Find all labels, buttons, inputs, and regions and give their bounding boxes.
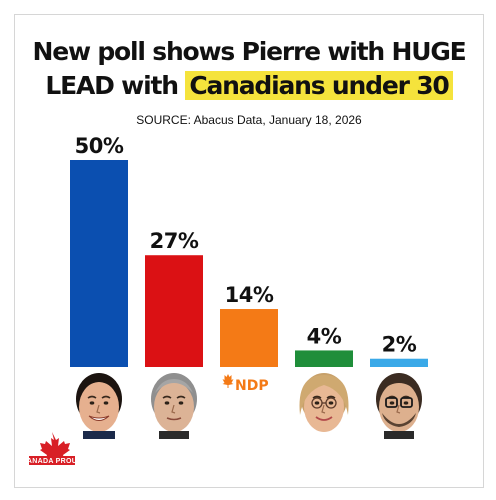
liberal-leader-photo (151, 373, 197, 439)
ndp-maple-leaf-icon (222, 374, 234, 388)
bloc-leader-photo (376, 373, 422, 439)
maple-leaf-icon (40, 432, 70, 463)
canada-proud-text: CANADA PROUD (22, 458, 83, 465)
bar-value-label-5: 2% (382, 333, 417, 357)
ndp-logo-text: NDP (235, 378, 269, 394)
conservative-leader-photo (76, 373, 122, 439)
bar-1 (70, 160, 128, 367)
canada-proud-logo: CANADA PROUD (22, 432, 83, 465)
bar-value-label-1: 50% (75, 134, 124, 158)
bar-4 (295, 350, 353, 367)
chart-title-line-2: LEAD with Canadians under 30 (15, 71, 483, 100)
bar-5 (370, 358, 428, 367)
chart-source: SOURCE: Abacus Data, January 18, 2026 (136, 113, 362, 127)
bar-3 (220, 309, 278, 367)
bar-value-label-2: 27% (150, 229, 199, 253)
ndp-logo: NDP (222, 374, 269, 394)
chart-title-highlight: Canadians under 30 (185, 71, 453, 100)
bar-value-label-3: 14% (225, 283, 274, 307)
bar-2 (145, 255, 203, 367)
chart-title-plain: LEAD with (45, 71, 179, 100)
bar-value-label-4: 4% (307, 324, 342, 348)
chart-title-line-1: New poll shows Pierre with HUGE (32, 37, 466, 66)
green-leader-photo (299, 373, 349, 432)
